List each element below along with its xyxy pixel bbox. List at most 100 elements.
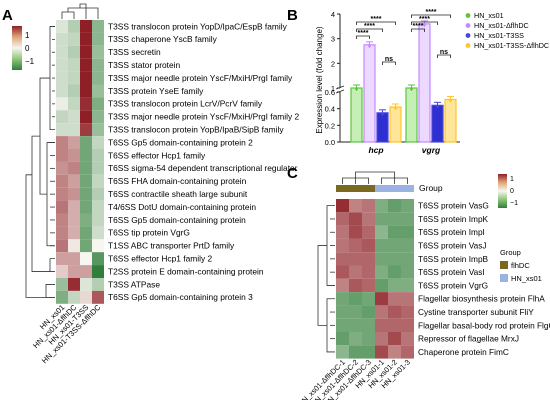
heatmap-a-cell [80, 71, 92, 85]
heatmap-a-cell [92, 71, 104, 85]
heatmap-a-row-label: T6SS Gp5 domain-containing protein [108, 215, 246, 225]
heatmap-c-cell [336, 199, 349, 213]
dendrogram-c-branch [317, 245, 327, 326]
heatmap-c-cell [401, 305, 414, 319]
group-annotation-cell [362, 185, 375, 192]
heatmap-a-cell [80, 161, 92, 175]
heatmap-a-cell [56, 161, 68, 175]
heatmap-c-cell [401, 212, 414, 226]
heatmap-c-cell [336, 265, 349, 279]
heatmap-a-cell [68, 278, 80, 291]
heatmap-a-cell [68, 290, 80, 304]
legend-label: HN_xs01-ΔflhDC [474, 21, 529, 30]
heatmap-c-cell [388, 305, 401, 319]
dendrogram-a-branch [61, 11, 75, 19]
significance-label: **** [358, 30, 369, 37]
heatmap-a-cell [92, 200, 104, 214]
heatmap-c-cell [349, 345, 362, 359]
group-annotation-cell [336, 185, 349, 192]
heatmap-a-cell [56, 200, 68, 214]
heatmap-c-cell [375, 252, 388, 266]
heatmap-a-row-label: T3SS translocon protein LcrV/PcrV family [108, 99, 263, 109]
heatmap-a-cell [56, 265, 68, 278]
bar [376, 112, 389, 143]
bar-chart-b: 0.0 0.2 0.4 0.61 2 3 4 Expression level (fold c… [315, 9, 549, 155]
heatmap-c-cell [375, 332, 388, 346]
significance-label: **** [413, 23, 424, 30]
colorbar-c-label-bottom: −1 [510, 200, 518, 207]
heatmap-a-cell [80, 84, 92, 98]
legend-marker [465, 23, 471, 28]
heatmap-a-row-label: T6SS effector Hcp1 family 2 [108, 253, 212, 263]
colorbar-c-label-mid: 0 [510, 188, 514, 195]
heatmap-a-row-label: T1SS ABC transporter PrtD family [108, 241, 235, 251]
heatmap-a-cell [80, 97, 92, 111]
heatmap-c-row-label: T6SS protein ImpI [418, 227, 485, 237]
heatmap-c-cell [401, 199, 414, 213]
heatmap-a-cell [80, 290, 92, 304]
heatmap-c-cell [388, 199, 401, 213]
heatmap-a-cell [80, 32, 92, 46]
heatmap-a-cell [68, 136, 80, 149]
colorbar-a-label-bottom: −1 [25, 57, 35, 66]
heatmap-c-cell [349, 305, 362, 319]
heatmap-a-cell [80, 278, 92, 291]
heatmap-a-cell [56, 149, 68, 162]
panel-label-b: B [287, 7, 298, 24]
heatmap-a-cell [68, 252, 80, 266]
heatmap-a-cell [92, 110, 104, 124]
heatmap-c-cell [336, 252, 349, 266]
heatmap-c-cell [349, 199, 362, 213]
heatmap-c-cell [349, 318, 362, 332]
heatmap-a-cell [68, 20, 80, 33]
heatmap-a-cell [56, 20, 68, 33]
heatmap-c-cell [375, 292, 388, 306]
bar-b-tick-label: 1 [331, 84, 335, 93]
heatmap-a-cell [92, 239, 104, 253]
heatmap-a-row-label: T3SS secretin [108, 47, 161, 57]
heatmap-c-cell [375, 305, 388, 319]
bar [389, 106, 402, 143]
heatmap-c-cell [362, 265, 375, 279]
heatmap-a-cell [56, 84, 68, 98]
heatmap-a-cell [56, 110, 68, 124]
heatmap-c-cell [362, 238, 375, 253]
legend-marker [465, 33, 471, 38]
heatmap-c-cell [401, 332, 414, 346]
heatmap-a-row-label: T2SS protein E domain-containing protein [108, 266, 264, 276]
significance-bracket [437, 54, 451, 58]
heatmap-a-cell [80, 136, 92, 149]
heatmap-c-cell [336, 212, 349, 226]
heatmap-c-cell [401, 318, 414, 332]
heatmap-c-cell [388, 238, 401, 253]
heatmap-c-cell [336, 278, 349, 293]
heatmap-c-cell [349, 292, 362, 306]
significance-bracket [411, 28, 425, 32]
heatmap-a-cell [56, 187, 68, 201]
heatmap-c-cell [336, 332, 349, 346]
dendrogram-a-branch [25, 174, 55, 298]
heatmap-c-cell [362, 345, 375, 359]
heatmap-c-cell [336, 225, 349, 239]
heatmap-a-cell [92, 226, 104, 240]
heatmap-a-cell [68, 265, 80, 278]
heatmap-c-cell [375, 345, 388, 359]
heatmap-c-row-label: Chaperone protein FimC [418, 347, 509, 357]
heatmap-c-cell [362, 212, 375, 226]
heatmap-c-row-label: Repressor of flagellae MrxJ [418, 334, 519, 344]
dendrogram-a-branch [79, 3, 87, 19]
heatmap-c-cell [362, 225, 375, 239]
significance-label: **** [426, 9, 437, 16]
heatmap-c-cell [375, 265, 388, 279]
heatmap-c-cell [401, 265, 414, 279]
heatmap-a-cell [80, 174, 92, 188]
bar [431, 104, 444, 143]
heatmap-a-cell [80, 213, 92, 227]
significance-label: **** [371, 16, 382, 23]
heatmap-a-cell [56, 174, 68, 188]
bar-b-category-label: hcp [368, 145, 383, 155]
heatmap-c-row-label: T6SS protein VasG [418, 201, 489, 211]
bar [363, 44, 376, 143]
group-legend-title: Group [500, 248, 521, 257]
data-point [394, 106, 397, 110]
